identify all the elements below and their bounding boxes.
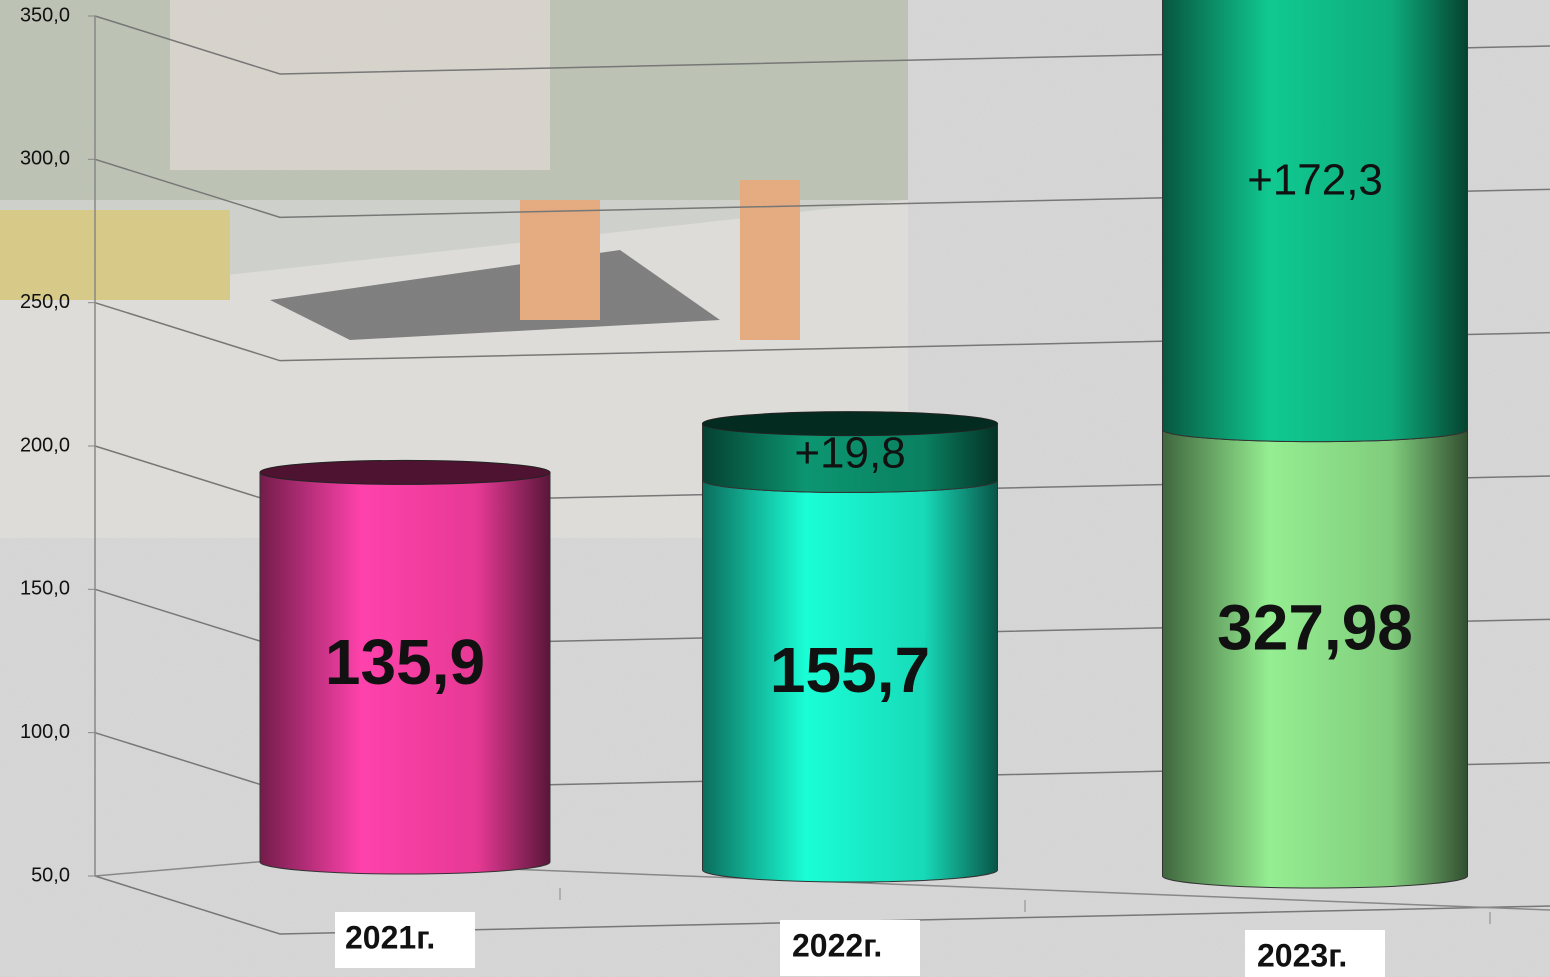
x-tick-label: 2021г.	[345, 919, 435, 955]
cylinder-segment	[702, 423, 998, 493]
value-label: +19,8	[794, 429, 905, 478]
x-label-box	[335, 912, 475, 968]
total-label: 327,98	[1217, 592, 1413, 664]
y-tick-label: 300,0	[20, 148, 70, 170]
x-label-box	[780, 920, 920, 976]
y-tick-label: 350,0	[20, 4, 70, 26]
cylinder-segment	[702, 479, 998, 883]
cylinder-segment	[259, 471, 551, 875]
y-tick-label: 100,0	[20, 721, 70, 743]
cylinder-top	[259, 459, 551, 485]
cylinder-segment	[1162, 0, 1468, 443]
y-tick-label: 150,0	[20, 578, 70, 600]
y-tick-label: 200,0	[20, 434, 70, 456]
x-tick-label: 2022г.	[792, 927, 882, 963]
cylinder-top	[702, 411, 998, 437]
total-label: 135,9	[325, 626, 485, 698]
grid-line	[94, 301, 1550, 362]
x-label-box	[1245, 930, 1385, 977]
grid-line	[94, 158, 1550, 219]
y-tick-label: 50,0	[31, 864, 70, 886]
photo	[0, 0, 908, 538]
cylinder-segment	[1162, 429, 1468, 889]
total-label: 155,7	[770, 634, 930, 706]
x-tick-label: 2023г.	[1257, 937, 1347, 973]
y-tick-label: 250,0	[20, 291, 70, 313]
value-label: +172,3	[1247, 155, 1383, 204]
grid-line	[94, 15, 1550, 75]
grid-line	[94, 875, 1550, 935]
bars: 135,9 +19,8 155,7 +172,3 327,98	[259, 0, 1468, 889]
